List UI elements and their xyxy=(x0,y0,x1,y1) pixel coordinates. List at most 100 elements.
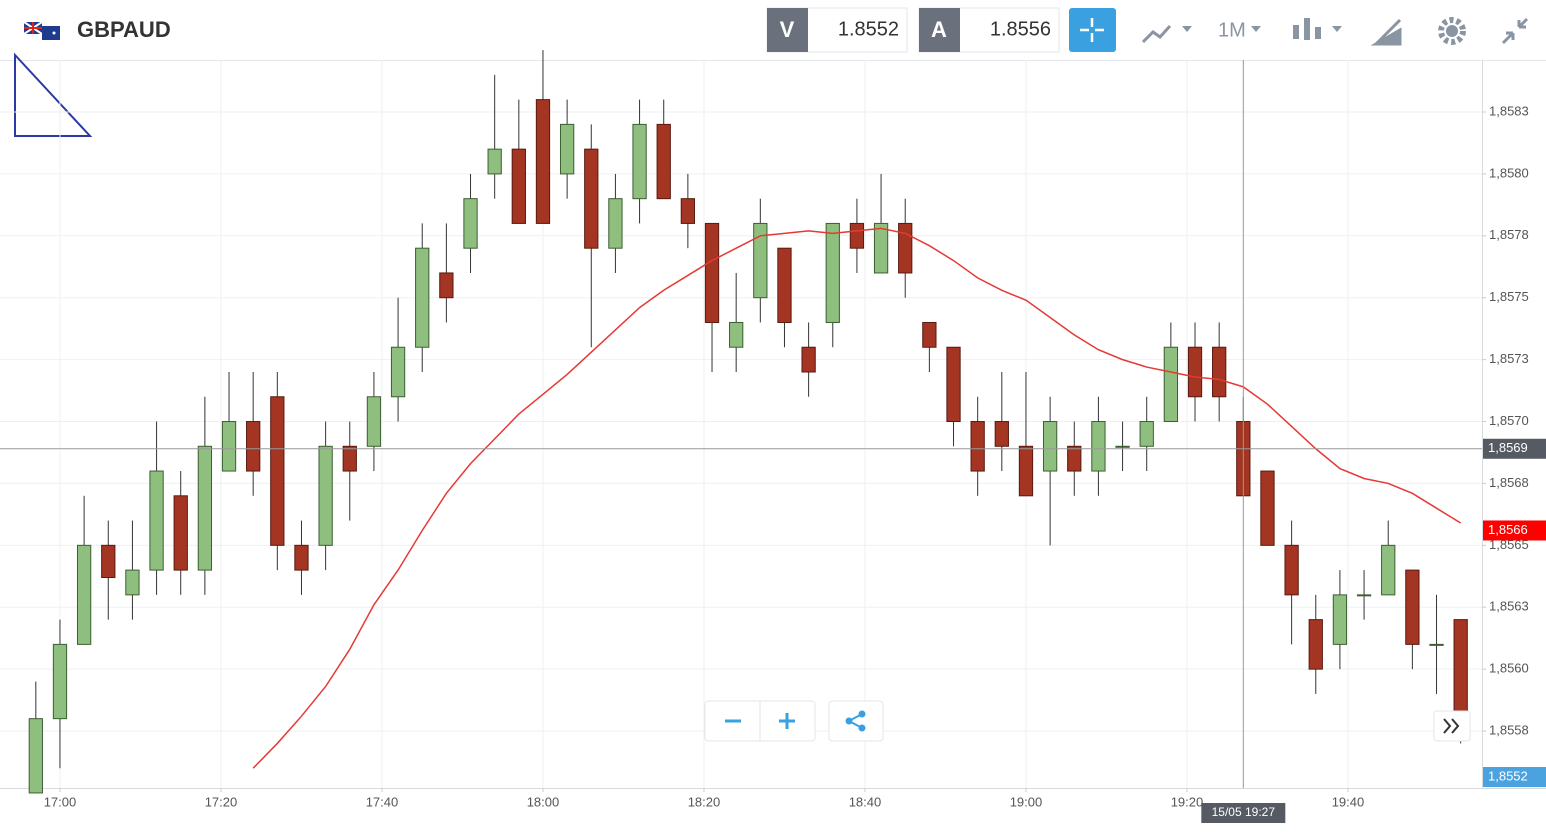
y-tick-label: 1,8568 xyxy=(1489,475,1529,490)
candle-body xyxy=(608,198,623,249)
candle-body xyxy=(28,718,43,794)
x-tick-label: 19:40 xyxy=(1332,794,1365,809)
x-tick-label: 17:00 xyxy=(44,794,77,809)
candle-body xyxy=(873,222,889,274)
candle-body xyxy=(970,421,985,472)
timeframe[interactable]: 1M xyxy=(1218,19,1246,41)
candle-body xyxy=(1260,470,1275,546)
candle-body xyxy=(1018,445,1034,497)
buy-price: 1.8556 xyxy=(990,18,1051,40)
candle-body xyxy=(946,346,961,423)
candle-body xyxy=(415,247,430,348)
settings-icon[interactable] xyxy=(1438,17,1466,45)
y-tick-label: 1,8580 xyxy=(1489,165,1529,180)
candle-body xyxy=(294,544,309,571)
candle-body xyxy=(149,470,164,571)
candle-body xyxy=(342,445,357,472)
bid-tag xyxy=(1483,767,1546,787)
candle-body xyxy=(197,445,213,571)
candle-body xyxy=(801,346,816,373)
x-tick-label: 17:40 xyxy=(366,794,399,809)
overlay: 1,8569 15/05 19:27 1,8566 1,8552 xyxy=(0,60,1546,823)
candle-body xyxy=(632,123,647,200)
candle-body xyxy=(270,396,285,546)
candle-body xyxy=(1187,346,1203,398)
y-tick-label: 1,8583 xyxy=(1489,103,1529,118)
candle-body xyxy=(704,222,720,323)
sell-tag[interactable] xyxy=(767,8,808,52)
candle-body xyxy=(52,643,68,720)
candle-body xyxy=(76,544,92,645)
candle-body xyxy=(753,222,768,299)
candle-body xyxy=(1042,421,1058,472)
chart-type-icon[interactable] xyxy=(1141,24,1172,44)
candle-body xyxy=(221,421,237,472)
share-button[interactable] xyxy=(828,700,884,742)
zoom-in[interactable] xyxy=(779,713,795,729)
x-tick-label: 18:00 xyxy=(527,794,560,809)
crosshair-y-label: 1,8569 xyxy=(1488,440,1528,455)
price-tag xyxy=(1483,520,1546,541)
draw-icon[interactable] xyxy=(1370,18,1402,46)
candle-body xyxy=(1091,421,1106,472)
candle-body xyxy=(439,272,454,299)
candle-body xyxy=(1405,569,1420,645)
candle-body xyxy=(390,346,406,398)
candle-body xyxy=(1381,544,1396,596)
candle-body xyxy=(318,445,333,546)
buy-tag[interactable] xyxy=(919,8,960,52)
candle-body xyxy=(1212,346,1227,398)
candle-body xyxy=(898,222,913,274)
crosshair-button[interactable] xyxy=(1069,8,1116,52)
candle-body xyxy=(463,198,478,249)
candle-body xyxy=(584,148,599,249)
candle-body xyxy=(246,421,261,472)
scroll-icon xyxy=(1443,718,1460,734)
candle-body xyxy=(1429,643,1444,646)
crosshair-icon xyxy=(1080,18,1104,42)
candle-body xyxy=(487,148,502,175)
candle-body xyxy=(101,544,116,579)
price-tag-label: 1,8566 xyxy=(1488,522,1528,537)
candle-body xyxy=(511,148,526,224)
sell-label: V xyxy=(780,17,795,42)
x-tick-label: 18:20 xyxy=(688,794,721,809)
y-tick-label: 1,8560 xyxy=(1489,661,1529,676)
x-tick-label: 19:20 xyxy=(1171,794,1204,809)
collapse-icon[interactable] xyxy=(1501,17,1529,45)
candle-body xyxy=(1067,445,1082,472)
symbol: GBPAUD xyxy=(77,17,171,42)
dropdown-arrow xyxy=(1251,26,1261,32)
candle-body xyxy=(366,396,382,447)
y-tick-label: 1,8570 xyxy=(1489,413,1529,428)
dropdown-arrow xyxy=(1332,26,1342,32)
candle-body xyxy=(173,495,188,571)
bid-tag-label: 1,8552 xyxy=(1488,768,1528,783)
candle-body xyxy=(559,123,575,175)
candle-body xyxy=(656,123,671,200)
candle-body xyxy=(1453,619,1468,720)
y-tick-label: 1,8575 xyxy=(1489,289,1529,304)
candle-body xyxy=(922,321,937,348)
candle-body xyxy=(777,247,792,323)
candle-body xyxy=(1139,421,1154,447)
x-tick-label: 17:20 xyxy=(205,794,238,809)
x-tick-label: 18:40 xyxy=(849,794,882,809)
candles-icon[interactable] xyxy=(1293,18,1321,40)
y-tick-label: 1,8563 xyxy=(1489,599,1529,614)
candle-body xyxy=(680,198,696,224)
crosshair-x-label: 15/05 19:27 xyxy=(1212,805,1276,819)
buy-label: A xyxy=(931,17,947,42)
drawn-triangle[interactable] xyxy=(14,52,93,137)
sell-price: 1.8552 xyxy=(838,18,899,40)
y-tick-label: 1,8573 xyxy=(1489,351,1529,366)
crosshair-x-box xyxy=(1201,803,1286,823)
candle-body xyxy=(535,99,551,224)
y-tick-label: 1,8578 xyxy=(1489,227,1529,242)
candle-body xyxy=(1115,445,1130,448)
candle-body xyxy=(1163,346,1179,423)
scroll-right[interactable] xyxy=(1433,710,1471,742)
